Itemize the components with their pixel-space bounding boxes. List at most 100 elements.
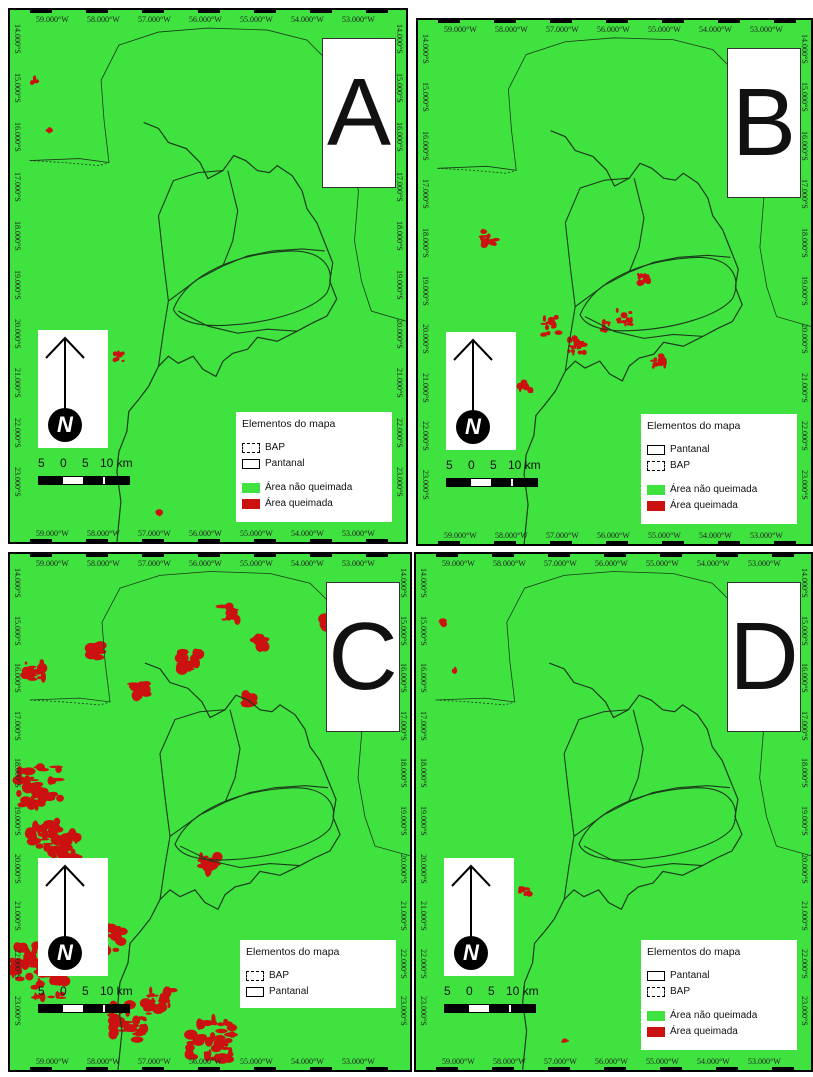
burned-area-patch [55, 991, 60, 999]
longitude-label-top: 53.000°W [342, 15, 375, 24]
legend-swatch-dashed [246, 970, 264, 981]
subregion-boundary [584, 316, 703, 339]
frame-tick [438, 541, 460, 544]
burned-area-patch [571, 335, 578, 342]
burned-area-patch [224, 1037, 233, 1044]
scale-segment [63, 1005, 83, 1012]
latitude-label-left: 14.000°S [13, 568, 22, 598]
latitude-label-right: 14.000°S [399, 568, 408, 598]
longitude-label-bottom: 59.000°W [36, 529, 69, 538]
burned-area-patch [438, 618, 447, 624]
burned-area-patch [562, 1038, 568, 1042]
frame-tick [716, 554, 738, 557]
frame-tick [550, 20, 572, 23]
burned-area-patch [19, 945, 29, 953]
legend-swatch-dashed [647, 460, 665, 471]
north-arrow: N [38, 330, 108, 448]
burned-area-patch [570, 349, 576, 353]
burned-area-patch [42, 842, 54, 845]
longitude-label-bottom: 53.000°W [748, 1057, 781, 1066]
frame-tick [86, 554, 108, 557]
longitude-label-bottom: 58.000°W [87, 1057, 120, 1066]
frame-tick [716, 1067, 738, 1070]
frame-tick [142, 1067, 164, 1070]
burned-area-patch [155, 1009, 163, 1013]
frame-tick [254, 539, 276, 542]
longitude-label-top: 53.000°W [750, 25, 783, 34]
latitude-label-left: 22.000°S [419, 948, 428, 979]
burned-area-patch [56, 850, 64, 859]
bap-dashed-boundary [437, 167, 517, 174]
subregion-boundary [178, 310, 298, 334]
burned-area-patch [45, 792, 58, 795]
subregion-ellipse [578, 787, 737, 861]
longitude-label-top: 54.000°W [291, 559, 324, 568]
frame-tick [366, 10, 388, 13]
north-label: N [454, 936, 488, 970]
burned-area-patch [20, 767, 26, 774]
legend-title: Elementos do mapa [246, 946, 340, 958]
latitude-label-left: 19.000°S [419, 806, 428, 836]
frame-tick [142, 10, 164, 13]
bap-dashed-boundary [29, 699, 111, 706]
map-panel-d: 59.000°W 58.000°W 57.000°W 56.000°W 55.000°W… [414, 552, 813, 1072]
latitude-label-left: 19.000°S [13, 806, 22, 836]
frame-tick [718, 20, 740, 23]
burned-area-patch [129, 684, 139, 691]
burned-area-patch [14, 976, 25, 982]
subregion-boundary [157, 170, 223, 367]
legend-title: Elementos do mapa [242, 418, 336, 430]
burned-area-patch [628, 311, 633, 315]
burned-area-patch [174, 652, 189, 664]
legend-swatch-solid [647, 970, 665, 981]
map-legend: Elementos do mapa BAP Pantanal [240, 940, 396, 1008]
bap-boundary [29, 571, 410, 857]
longitude-label-top: 58.000°W [493, 559, 526, 568]
latitude-label-left: 20.000°S [13, 853, 22, 884]
latitude-label-left: 15.000°S [421, 82, 430, 113]
legend-item: Área não queimada [242, 482, 352, 493]
burned-area-patch [625, 317, 630, 322]
burned-area-patch [259, 636, 267, 647]
pantanal-boundary [117, 662, 341, 1070]
latitude-label-right: 20.000°S [800, 853, 809, 884]
frame-tick [494, 541, 516, 544]
latitude-label-right: 16.000°S [800, 663, 809, 693]
legend-swatch-red [647, 500, 665, 511]
burned-area-patch [33, 994, 44, 998]
legend-swatch-solid [246, 986, 264, 997]
legend-item: BAP [242, 442, 285, 453]
longitude-label-bottom: 57.000°W [138, 529, 171, 538]
burned-area-patch [653, 357, 658, 361]
panel-letter: A [322, 38, 396, 188]
subregion-boundary [224, 709, 241, 803]
burned-area-patch [112, 1015, 121, 1019]
burned-area-patch [624, 319, 627, 327]
legend-label: Área não queimada [670, 484, 758, 495]
burned-area-patch [601, 319, 606, 326]
legend-swatch-solid [647, 444, 665, 455]
burned-area-patch [114, 356, 120, 362]
scale-label: 0 [466, 984, 473, 998]
latitude-label-right: 22.000°S [800, 948, 809, 979]
burned-area-patch [520, 383, 528, 388]
latitude-label-right: 20.000°S [395, 319, 404, 349]
scale-segment [511, 479, 513, 486]
burned-area-patch [527, 890, 531, 894]
latitude-label-right: 14.000°S [800, 568, 809, 598]
latitude-label-left: 23.000°S [419, 996, 428, 1027]
burned-area-patch [32, 668, 46, 672]
frame-tick [198, 1067, 220, 1070]
map-panel-a: 59.000°W 58.000°W 57.000°W 56.000°W 55.000°W… [8, 8, 408, 544]
burned-area-patch [215, 1028, 228, 1034]
frame-tick [86, 1067, 108, 1070]
burned-area-patch [223, 1021, 233, 1027]
subregion-boundary [564, 177, 630, 372]
burned-area-patch [55, 837, 63, 845]
frame-tick [774, 20, 796, 23]
frame-tick [310, 554, 332, 557]
burned-area-patch [209, 1032, 216, 1042]
burned-area-patch [53, 817, 61, 826]
burned-area-patch [21, 786, 27, 789]
latitude-label-right: 18.000°S [395, 220, 404, 251]
